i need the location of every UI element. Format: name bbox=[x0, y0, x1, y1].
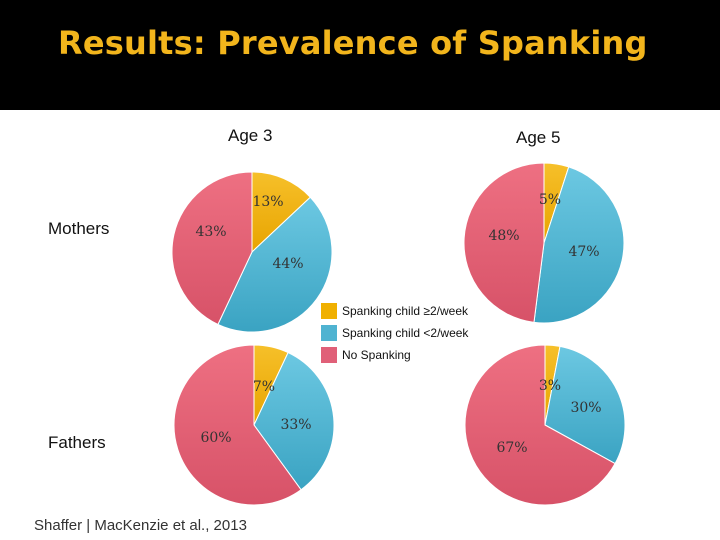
slice-label-mothers-age5-infrequent: 47% bbox=[568, 244, 599, 260]
column-label-age3: Age 3 bbox=[228, 126, 273, 145]
legend-label-infrequent: Spanking child <2/week bbox=[342, 326, 469, 340]
slice-label-mothers-age5-frequent: 5% bbox=[539, 192, 561, 208]
slice-mothers-age3-infrequent bbox=[217, 196, 333, 333]
row-label-fathers: Fathers bbox=[48, 433, 106, 452]
column-label-age5: Age 5 bbox=[516, 128, 561, 147]
slice-label-fathers-age3-infrequent: 33% bbox=[280, 417, 311, 433]
pie-mothers-age5: 5% 47% 48% bbox=[463, 162, 625, 324]
slice-label-fathers-age5-none: 67% bbox=[496, 440, 527, 456]
slide-title: Results: Prevalence of Spanking bbox=[58, 24, 648, 62]
pie-fathers-age5: 3% 30% 67% bbox=[464, 344, 626, 506]
slice-fathers-age3-infrequent bbox=[253, 351, 335, 491]
row-label-mothers: Mothers bbox=[48, 219, 110, 238]
slice-label-mothers-age3-frequent: 13% bbox=[252, 194, 283, 210]
legend-swatch-infrequent bbox=[321, 325, 337, 341]
slice-label-mothers-age3-infrequent: 44% bbox=[272, 256, 303, 272]
legend: Spanking child ≥2/week Spanking child <2… bbox=[321, 300, 468, 366]
legend-item-frequent: Spanking child ≥2/week bbox=[321, 300, 468, 322]
legend-swatch-none bbox=[321, 347, 337, 363]
slice-mothers-age3-none bbox=[171, 171, 253, 326]
source-citation: Shaffer | MacKenzie et al., 2013 bbox=[34, 517, 247, 534]
slice-mothers-age5-infrequent bbox=[533, 166, 625, 324]
legend-label-none: No Spanking bbox=[342, 348, 411, 362]
pie-mothers-age3: 13% 44% 43% bbox=[171, 171, 333, 333]
slice-label-mothers-age3-none: 43% bbox=[195, 224, 226, 240]
slice-fathers-age5-infrequent bbox=[544, 345, 626, 465]
slice-mothers-age5-none bbox=[463, 162, 545, 323]
slice-label-fathers-age3-none: 60% bbox=[200, 430, 231, 446]
slice-label-fathers-age5-frequent: 3% bbox=[539, 378, 561, 394]
slice-fathers-age5-none bbox=[464, 344, 616, 506]
slice-label-fathers-age5-infrequent: 30% bbox=[570, 400, 601, 416]
slice-label-fathers-age3-frequent: 7% bbox=[253, 379, 275, 395]
slice-mothers-age3-frequent bbox=[251, 171, 312, 254]
legend-item-none: No Spanking bbox=[321, 344, 468, 366]
legend-swatch-frequent bbox=[321, 303, 337, 319]
slice-label-mothers-age5-none: 48% bbox=[488, 228, 519, 244]
slice-fathers-age3-none bbox=[173, 344, 302, 506]
pie-fathers-age3: 7% 33% 60% bbox=[173, 344, 335, 506]
legend-label-frequent: Spanking child ≥2/week bbox=[342, 304, 468, 318]
legend-item-infrequent: Spanking child <2/week bbox=[321, 322, 468, 344]
title-bar: Results: Prevalence of Spanking bbox=[0, 0, 720, 110]
